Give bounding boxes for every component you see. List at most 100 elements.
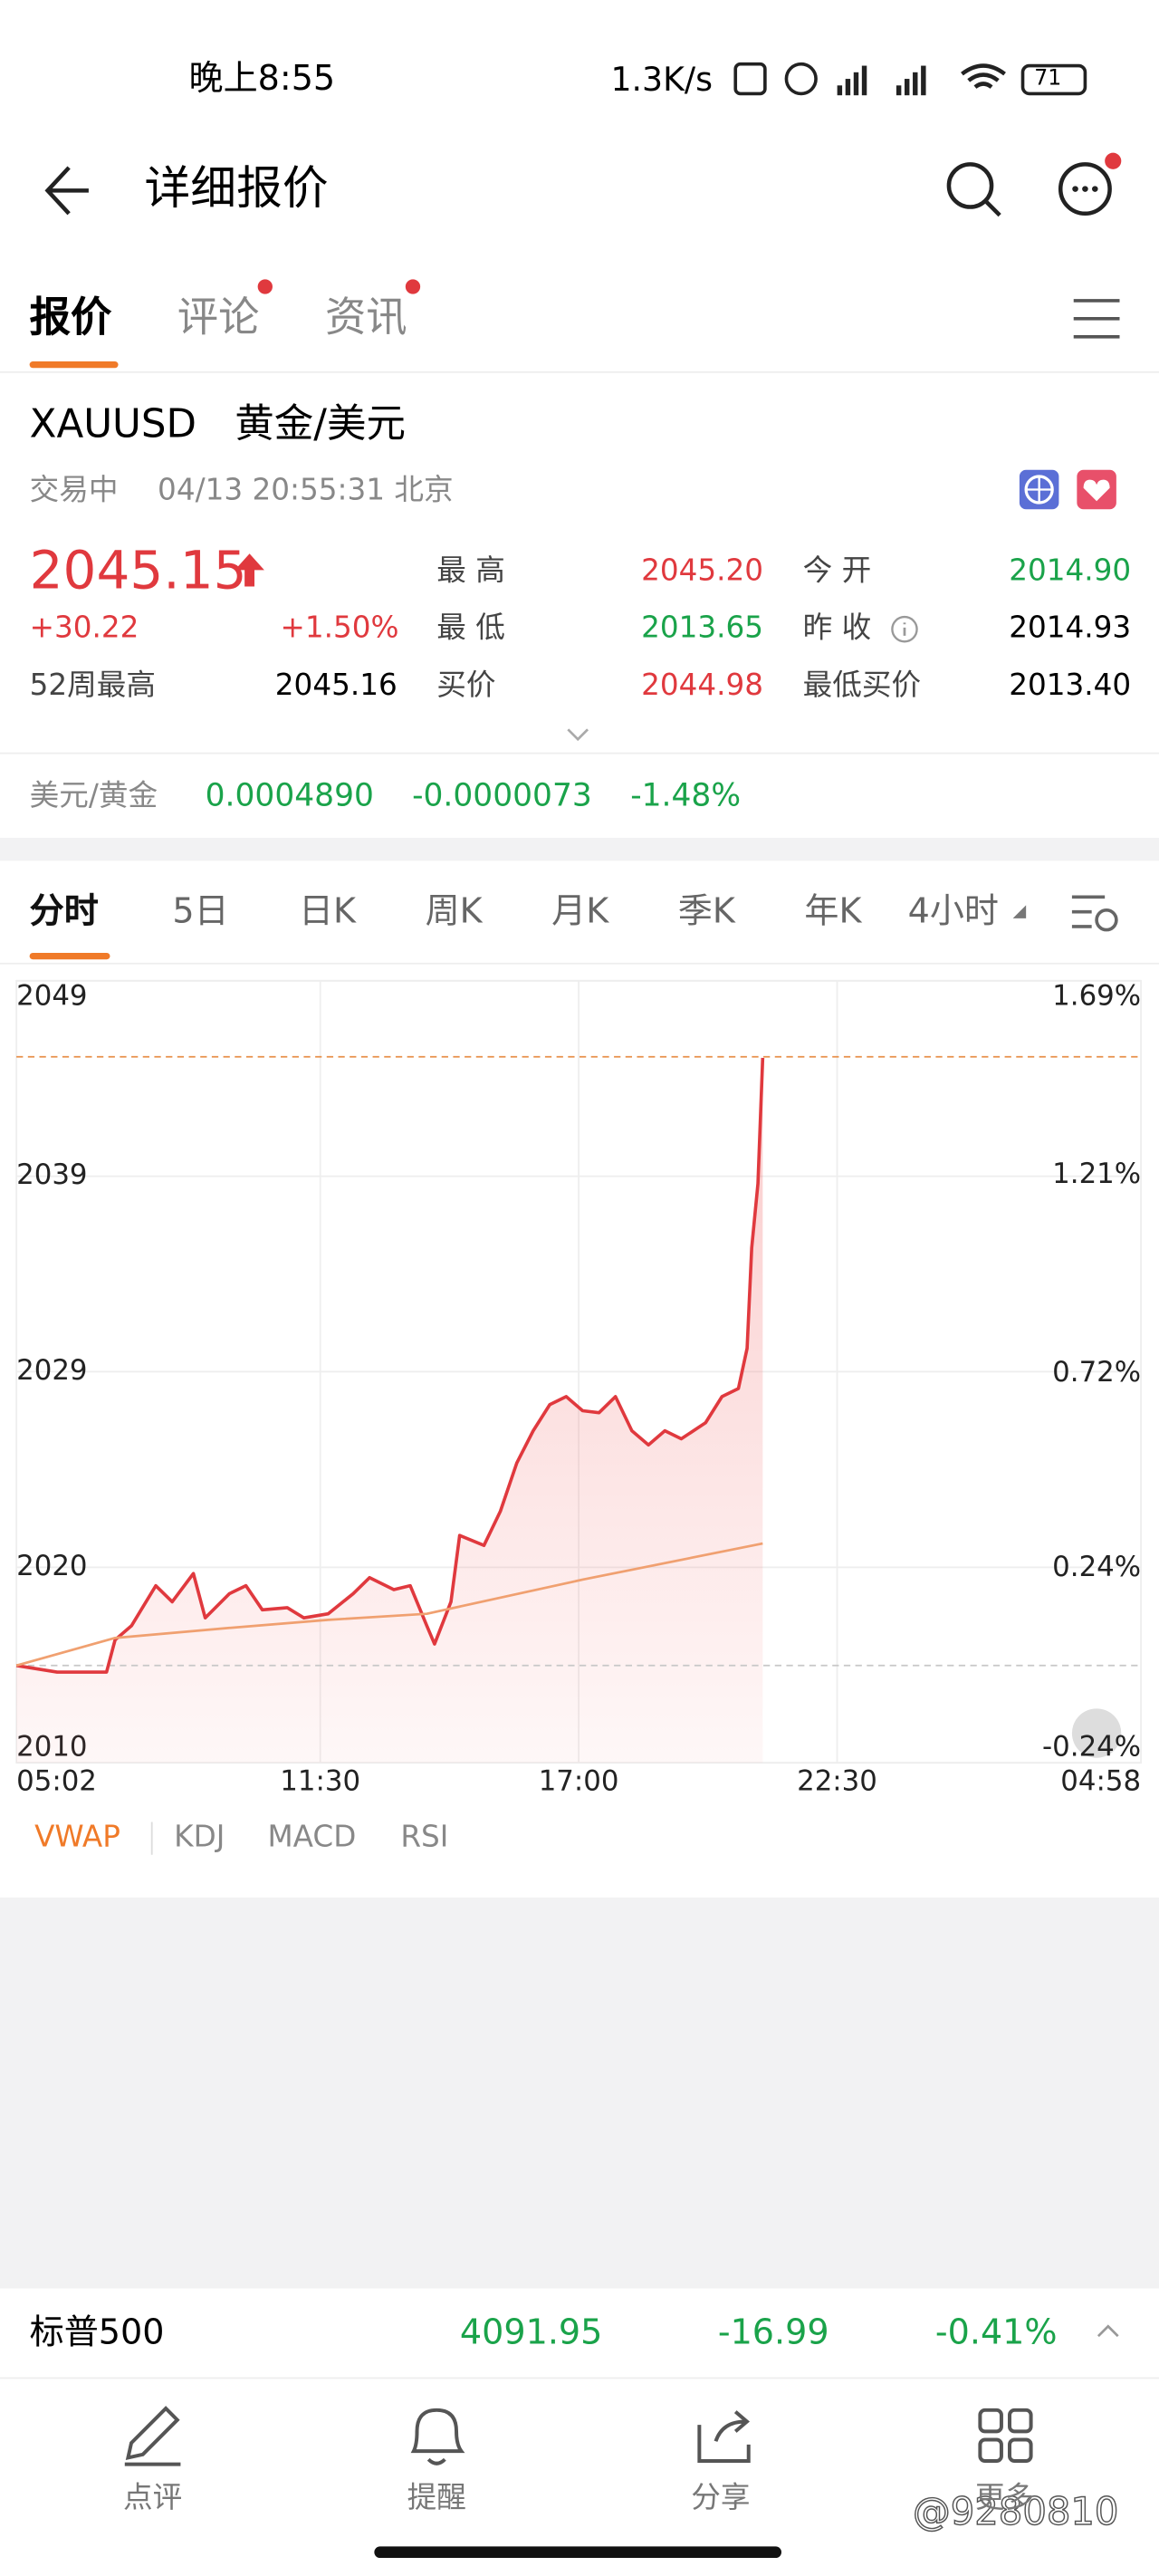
info-icon[interactable] bbox=[890, 614, 920, 644]
field-value: 2014.93 bbox=[1009, 610, 1132, 646]
nav-label[interactable]: 更多 bbox=[974, 2480, 1035, 2515]
y-tick-label: 2049 bbox=[16, 979, 87, 1012]
status-speed: 1.3K/s bbox=[610, 59, 714, 99]
nav-label[interactable]: 提醒 bbox=[407, 2480, 466, 2515]
search-button[interactable] bbox=[943, 158, 1009, 224]
field-value: 2045.20 bbox=[641, 553, 764, 589]
status-icons bbox=[733, 62, 1087, 96]
field-label: 最 高 bbox=[436, 553, 505, 589]
more-icon[interactable] bbox=[978, 2408, 1033, 2464]
nav-label[interactable]: 分享 bbox=[691, 2480, 751, 2515]
share-icon[interactable] bbox=[697, 2410, 751, 2464]
symbol: XAUUSD bbox=[29, 400, 197, 447]
y2-tick-label: 0.72% bbox=[1052, 1356, 1141, 1389]
divider bbox=[0, 962, 1159, 965]
watermark: @9280810 bbox=[912, 2491, 1119, 2534]
y2-tick-label: 1.69% bbox=[1052, 979, 1141, 1012]
y-tick-label: 2020 bbox=[16, 1550, 87, 1582]
last-price: 2045.15 bbox=[29, 538, 247, 601]
badge bbox=[405, 279, 421, 294]
price-line bbox=[15, 1057, 765, 1674]
cross-value: -1.48% bbox=[630, 777, 742, 814]
divider bbox=[0, 752, 1159, 755]
area-fill bbox=[16, 1057, 763, 1764]
field-value: 2013.40 bbox=[1009, 668, 1132, 704]
y2-tick-label: 1.21% bbox=[1052, 1158, 1141, 1190]
period-tab[interactable]: 季K bbox=[677, 890, 735, 931]
period-tab[interactable]: 周K bbox=[425, 890, 483, 931]
nav-icons bbox=[124, 2406, 1033, 2466]
period-tab[interactable]: 月K bbox=[551, 890, 609, 931]
x-tick-label: 17:00 bbox=[539, 1764, 619, 1797]
x-tick-label: 11:30 bbox=[280, 1764, 360, 1797]
period-tab[interactable]: 年K bbox=[804, 890, 862, 931]
status-time: 晚上8:55 bbox=[188, 58, 336, 98]
period-tab[interactable]: 分时 bbox=[29, 890, 99, 931]
trade-state: 交易中 bbox=[29, 473, 119, 508]
battery-level: 71 bbox=[1034, 66, 1062, 91]
cross-value: -0.0000073 bbox=[412, 777, 592, 814]
ticker-name: 标普500 bbox=[29, 2312, 165, 2352]
cross-value: 0.0004890 bbox=[205, 777, 374, 814]
empty-area bbox=[0, 1897, 1159, 2289]
field-label: 52周最高 bbox=[29, 668, 157, 704]
alert-icon[interactable] bbox=[410, 2408, 465, 2465]
field-label: 今 开 bbox=[802, 553, 872, 589]
menu-button[interactable] bbox=[1070, 295, 1123, 341]
field-value: 2014.90 bbox=[1009, 553, 1132, 589]
message-button[interactable] bbox=[1050, 148, 1125, 223]
tab-indicator bbox=[29, 361, 119, 369]
tab[interactable]: 资讯 bbox=[324, 293, 407, 341]
tab[interactable]: 评论 bbox=[177, 293, 260, 341]
page-title: 详细报价 bbox=[144, 160, 329, 216]
separator-band bbox=[0, 838, 1159, 861]
tab[interactable]: 报价 bbox=[29, 293, 112, 341]
expand-chevron[interactable] bbox=[565, 726, 591, 743]
indicator-tab[interactable]: RSI bbox=[400, 1820, 449, 1855]
collapse-chevron[interactable] bbox=[1095, 2321, 1121, 2341]
field-value: 2013.65 bbox=[641, 610, 764, 646]
trade-time: 04/13 20:55:31 北京 bbox=[158, 473, 454, 508]
reset-button[interactable] bbox=[1071, 1708, 1122, 1758]
badge bbox=[257, 279, 273, 294]
indicator-tab[interactable]: KDJ bbox=[174, 1820, 225, 1855]
quote-icons[interactable] bbox=[1018, 468, 1119, 511]
period-tab[interactable]: 5日 bbox=[172, 890, 229, 931]
field-value: 2045.16 bbox=[274, 668, 398, 704]
y-tick-label: 2029 bbox=[16, 1354, 87, 1387]
indicator-tab[interactable]: MACD bbox=[267, 1820, 357, 1855]
separator bbox=[150, 1821, 153, 1855]
x-tick-label: 05:02 bbox=[16, 1764, 97, 1797]
x-tick-label: 22:30 bbox=[797, 1764, 877, 1797]
tab-indicator bbox=[29, 952, 110, 960]
comment-icon[interactable] bbox=[124, 2406, 181, 2466]
period-tab[interactable]: 日K bbox=[298, 890, 357, 931]
intraday-chart: 20102020202920392049-0.24%0.24%0.72%1.21… bbox=[15, 979, 1142, 1797]
cross-label: 美元/黄金 bbox=[29, 778, 158, 813]
y2-tick-label: -0.24% bbox=[1042, 1730, 1141, 1763]
back-button[interactable] bbox=[40, 158, 106, 224]
price-line bbox=[15, 1542, 763, 1668]
change: +30.22 bbox=[29, 610, 139, 646]
field-label: 最低买价 bbox=[802, 668, 922, 704]
field-value: 2044.98 bbox=[641, 668, 764, 704]
divider bbox=[0, 370, 1159, 373]
chart-settings[interactable] bbox=[1068, 890, 1121, 937]
home-indicator bbox=[374, 2546, 782, 2559]
indicator-tab[interactable]: VWAP bbox=[34, 1820, 120, 1855]
y-tick-label: 2039 bbox=[16, 1158, 87, 1191]
field-label: 最 低 bbox=[436, 610, 505, 646]
period-tab[interactable]: 4小时 bbox=[907, 890, 1000, 931]
field-label: 买价 bbox=[436, 668, 496, 704]
up-arrow bbox=[235, 553, 264, 587]
ticker-price: 4091.95 bbox=[459, 2312, 603, 2352]
ticker-change-pct: -0.41% bbox=[934, 2312, 1058, 2352]
change-pct: +1.50% bbox=[280, 610, 399, 646]
x-tick-label: 04:58 bbox=[1060, 1764, 1141, 1797]
symbol-name: 黄金/美元 bbox=[235, 400, 406, 447]
divider bbox=[0, 2377, 1159, 2379]
dropdown-triangle bbox=[1012, 905, 1027, 918]
y2-tick-label: 0.24% bbox=[1052, 1551, 1141, 1583]
nav-label[interactable]: 点评 bbox=[122, 2480, 183, 2515]
